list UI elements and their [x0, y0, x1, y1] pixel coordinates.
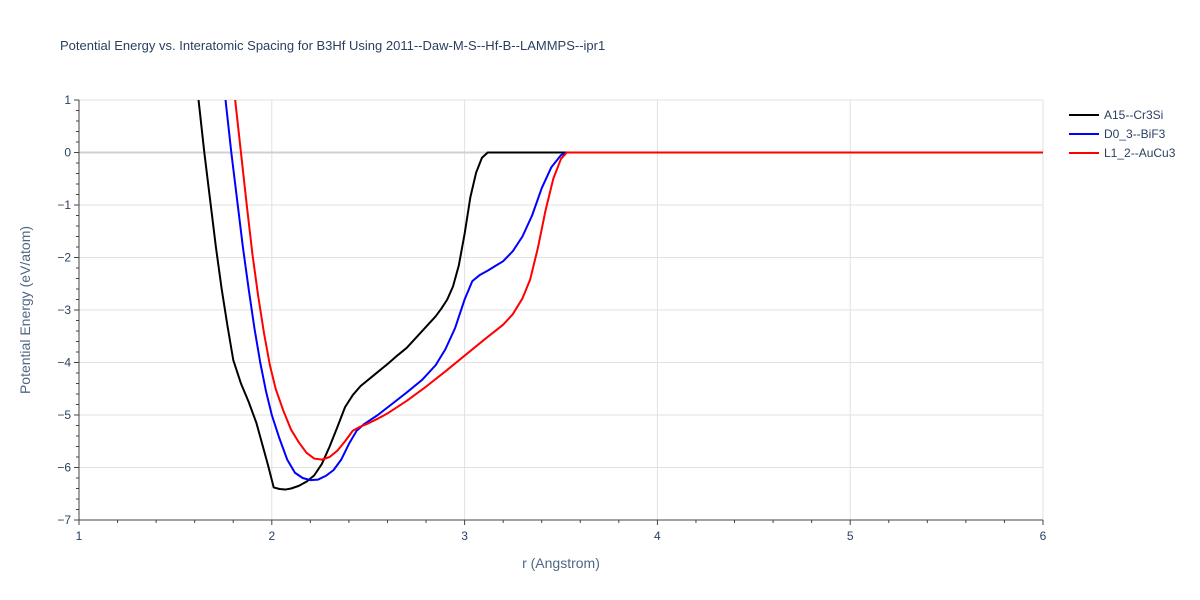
x-tick-label: 3	[461, 529, 468, 543]
y-tick-label: 1	[64, 93, 71, 107]
chart-title: Potential Energy vs. Interatomic Spacing…	[60, 38, 605, 53]
legend-label: L1_2--AuCu3	[1104, 146, 1176, 160]
y-tick-label: −1	[57, 198, 71, 212]
y-tick-label: −5	[57, 408, 71, 422]
x-tick-label: 1	[76, 529, 83, 543]
legend-label: D0_3--BiF3	[1104, 127, 1166, 141]
x-tick-label: 4	[654, 529, 661, 543]
legend-item[interactable]: A15--Cr3Si	[1069, 108, 1163, 122]
y-tick-label: −6	[57, 461, 71, 475]
legend-item[interactable]: D0_3--BiF3	[1069, 127, 1166, 141]
series-line-l1-2-aucu3	[234, 100, 1043, 461]
y-tick-label: 0	[64, 146, 71, 160]
grid-layer	[79, 99, 1044, 520]
y-axis-title: Potential Energy (eV/atom)	[17, 226, 33, 394]
y-tick-label: −3	[57, 303, 71, 317]
series-layer	[197, 100, 1043, 491]
x-axis-title: r (Angstrom)	[522, 555, 600, 571]
legend-label: A15--Cr3Si	[1104, 108, 1163, 122]
series-line-d0-3-bif3	[224, 100, 1043, 482]
legend-item[interactable]: L1_2--AuCu3	[1069, 146, 1176, 160]
y-tick-label: −4	[57, 356, 71, 370]
legend[interactable]: A15--Cr3Si D0_3--BiF3 L1_2--AuCu3	[1069, 108, 1176, 160]
x-tick-label: 5	[847, 529, 854, 543]
axis-layer: 1 2 3 4 5 6 1 0 −1 −2 −3 −4 −5 −6 −7	[57, 93, 1046, 543]
x-tick-label: 6	[1040, 529, 1047, 543]
y-tick-label: −2	[57, 251, 71, 265]
y-tick-label: −7	[57, 513, 71, 527]
series-line-a15-cr3si	[197, 100, 1043, 491]
x-tick-label: 2	[268, 529, 275, 543]
